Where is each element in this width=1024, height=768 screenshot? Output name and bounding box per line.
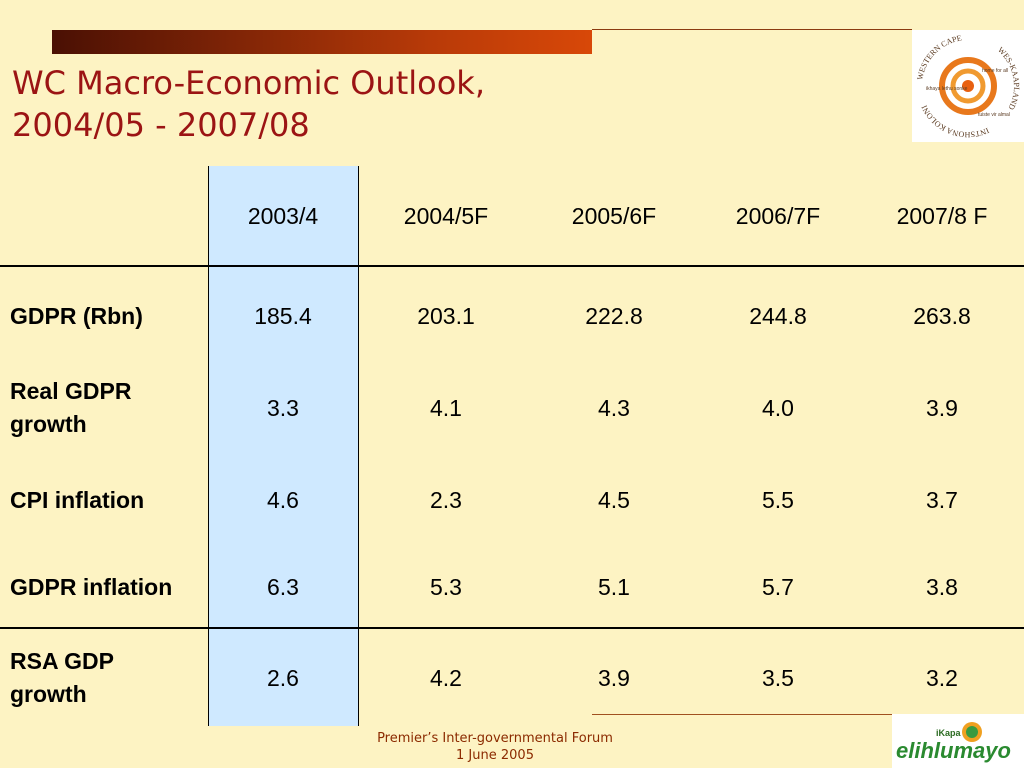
bottom-logo: iKapa elihlumayo bbox=[892, 714, 1024, 768]
header-bar bbox=[52, 30, 592, 54]
table-cell: 5.1 bbox=[598, 573, 630, 600]
column-header: 2007/8 F bbox=[896, 202, 988, 229]
table-cell: 2.6 bbox=[267, 664, 299, 691]
logo-ring bbox=[939, 57, 997, 115]
table-cell: 6.3 bbox=[267, 573, 299, 600]
column-header: 2005/6F bbox=[571, 202, 657, 229]
table-cell: 5.7 bbox=[762, 573, 794, 600]
row-label: GDPR inflation bbox=[10, 573, 173, 600]
title-line: WC Macro-Economic Outlook, bbox=[12, 64, 485, 102]
table-cell: 4.0 bbox=[762, 394, 794, 421]
table-cell: 244.8 bbox=[749, 302, 807, 329]
table-cell: 3.9 bbox=[598, 664, 630, 691]
table-cell: 4.6 bbox=[267, 486, 299, 513]
footer-rule bbox=[592, 714, 1024, 715]
bottom-logo-bg bbox=[892, 714, 1024, 768]
table-rule bbox=[0, 627, 1024, 629]
table-cell: 3.2 bbox=[926, 664, 958, 691]
table-cell: 203.1 bbox=[417, 302, 475, 329]
table-cell: 3.8 bbox=[926, 573, 958, 600]
column-header: 2004/5F bbox=[403, 202, 489, 229]
logo-small: iKapa bbox=[936, 728, 962, 738]
table-cell: 4.3 bbox=[598, 394, 630, 421]
logo-name: elihlumayo bbox=[896, 738, 1011, 763]
table-cell: 5.5 bbox=[762, 486, 794, 513]
table-cell: 4.1 bbox=[430, 394, 462, 421]
table-cell: 4.2 bbox=[430, 664, 462, 691]
footer: Premier’s Inter-governmental Forum 1 Jun… bbox=[300, 730, 690, 764]
footer-line: Premier’s Inter-governmental Forum bbox=[377, 731, 613, 746]
row-label: CPI inflation bbox=[10, 486, 145, 513]
column-header: 2003/4 bbox=[247, 202, 319, 229]
logo-ring bbox=[950, 68, 986, 104]
table-cell: 4.5 bbox=[598, 486, 630, 513]
table-rule bbox=[0, 265, 1024, 267]
table-cell: 3.5 bbox=[762, 664, 794, 691]
table-cell: 185.4 bbox=[254, 302, 312, 329]
logo-core bbox=[962, 80, 974, 92]
header-rule bbox=[592, 29, 912, 30]
logo-text: home for all bbox=[982, 68, 1008, 74]
logo: WESTERN CAPE WES-KAAPLAND INTSHONA KOLON… bbox=[912, 30, 1024, 142]
logo-text: tuiste vir almal bbox=[978, 112, 1010, 118]
title: WC Macro-Economic Outlook, 2004/05 - 200… bbox=[12, 62, 485, 146]
row-label: Real GDPR growth bbox=[10, 378, 132, 437]
table-cell: 2.3 bbox=[430, 486, 462, 513]
column-header: 2006/7F bbox=[735, 202, 821, 229]
table-cell: 3.3 bbox=[267, 394, 299, 421]
title-line: 2004/05 - 2007/08 bbox=[12, 106, 310, 144]
row-label: RSA GDP growth bbox=[10, 648, 114, 707]
table-cell: 222.8 bbox=[585, 302, 643, 329]
table-cell: 5.3 bbox=[430, 573, 462, 600]
highlight-column bbox=[208, 166, 359, 726]
footer-line: 1 June 2005 bbox=[456, 748, 534, 763]
table-cell: 263.8 bbox=[913, 302, 971, 329]
table-cell: 3.7 bbox=[926, 486, 958, 513]
logo-sun bbox=[966, 726, 978, 738]
logo-text: ikhaya lethu sonke bbox=[926, 86, 968, 92]
table-cell: 3.9 bbox=[926, 394, 958, 421]
row-label: GDPR (Rbn) bbox=[10, 302, 143, 329]
